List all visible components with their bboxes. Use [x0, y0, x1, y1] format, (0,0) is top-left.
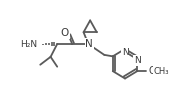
- Text: O: O: [148, 66, 156, 76]
- Text: CH₃: CH₃: [154, 67, 169, 76]
- Text: O: O: [61, 28, 69, 38]
- Text: N: N: [85, 39, 93, 49]
- Text: H₂N: H₂N: [20, 40, 38, 49]
- Text: N: N: [122, 48, 128, 57]
- Text: N: N: [134, 56, 141, 65]
